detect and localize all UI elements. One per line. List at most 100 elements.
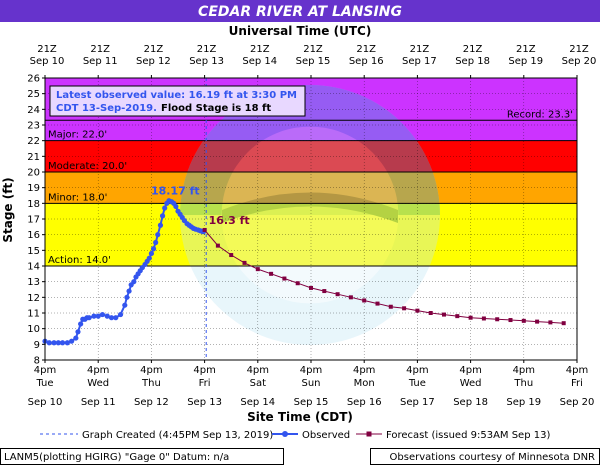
- observed-point-6: [69, 338, 75, 344]
- legend-forecast-marker: [366, 431, 372, 437]
- chart-title: CEDAR RIVER AT LANSING: [198, 4, 402, 20]
- observed-point-4: [59, 340, 66, 346]
- y-tick-label-15: 23: [27, 121, 40, 132]
- series-line-1: [204, 229, 564, 324]
- y-tick-label-0: 8: [34, 356, 40, 367]
- y-tick-label-18: 26: [27, 74, 40, 85]
- latest-value-box-bg: [49, 85, 306, 117]
- y-tick-label-3: 11: [27, 309, 40, 320]
- flood-category-label-2: Moderate: 20.0': [48, 161, 127, 172]
- bottom-tick-day-7: Tue: [408, 378, 426, 389]
- bottom-tick-day-2: Thu: [141, 378, 161, 389]
- y-tick-label-14: 22: [27, 136, 40, 147]
- observed-point-17: [104, 313, 110, 319]
- observed-point-20: [117, 311, 124, 318]
- y-tick-label-6: 14: [27, 262, 40, 273]
- observed-point-39: [162, 205, 168, 211]
- observed-point-33: [148, 250, 154, 257]
- footer-credit: Observations courtesy of Minnesota DNR: [390, 452, 596, 463]
- observed-point-15: [95, 313, 101, 319]
- bottom-tick-date-8: Sep 18: [453, 397, 488, 408]
- bottom-tick-date-7: Sep 17: [400, 397, 435, 408]
- bottom-tick-date-4: Sep 14: [240, 397, 275, 408]
- top-tick-date-0: Sep 10: [30, 56, 65, 67]
- legend-observed: Observed: [302, 430, 350, 441]
- forecast-point-18: [442, 312, 446, 317]
- observed-point-36: [155, 232, 161, 238]
- bottom-tick-time-9: 4pm: [513, 365, 535, 376]
- forecast-point-19: [455, 314, 460, 319]
- bottom-tick-time-4: 4pm: [247, 365, 269, 376]
- top-tick-time-3: 21Z: [197, 44, 217, 55]
- bottom-tick-time-10: 4pm: [566, 365, 588, 376]
- flood-stage-note: Flood Stage is 18 ft: [161, 103, 271, 114]
- observed-point-1: [46, 340, 52, 346]
- forecast-point-14: [388, 304, 393, 309]
- annotation-0: 18.17 ft: [151, 185, 200, 198]
- bottom-tick-time-0: 4pm: [34, 365, 56, 376]
- bottom-axis-label: Site Time (CDT): [247, 410, 353, 424]
- top-tick-date-3: Sep 13: [189, 56, 224, 67]
- bottom-tick-time-1: 4pm: [87, 365, 109, 376]
- bottom-axis: 4pm Tue Sep 10 4pm Wed Sep 11 4pm Thu Sep 12 4pm F…: [28, 360, 595, 408]
- observed-point-21: [122, 302, 128, 308]
- top-tick-time-0: 21Z: [37, 44, 57, 55]
- top-tick-time-4: 21Z: [250, 44, 270, 55]
- observed-point-38: [159, 213, 166, 219]
- flood-category-label-0: Action: 14.0': [48, 255, 111, 266]
- forecast-point-22: [495, 317, 500, 322]
- observed-point-13: [86, 315, 92, 321]
- top-tick-date-10: Sep 20: [562, 56, 597, 67]
- observed-point-37: [157, 222, 164, 228]
- y-tick-label-12: 20: [27, 168, 40, 179]
- bottom-tick-day-8: Wed: [460, 378, 482, 389]
- top-tick-time-6: 21Z: [356, 44, 376, 55]
- bottom-tick-time-2: 4pm: [140, 365, 162, 376]
- top-tick-date-5: Sep 15: [296, 56, 331, 67]
- bottom-tick-date-0: Sep 10: [28, 397, 63, 408]
- observed-point-9: [78, 321, 84, 327]
- bottom-tick-time-3: 4pm: [193, 365, 215, 376]
- top-tick-time-1: 21Z: [90, 44, 110, 55]
- flood-category-label-3: Major: 22.0': [48, 130, 107, 141]
- bottom-tick-date-10: Sep 20: [560, 397, 595, 408]
- bottom-tick-date-5: Sep 15: [294, 397, 329, 408]
- forecast-point-21: [481, 316, 486, 321]
- top-tick-time-9: 21Z: [516, 44, 536, 55]
- latest-value-line2: CDT 13-Sep-2019.: [56, 103, 157, 114]
- watermark-gull-icon: [222, 192, 398, 223]
- legend: Graph Created (4:45PM Sep 13, 2019) Obse…: [40, 430, 550, 441]
- y-tick-label-2: 10: [27, 324, 40, 335]
- y-tick-label-9: 17: [27, 215, 40, 226]
- latest-value-box: Latest observed value: 16.19 ft at 3:30 …: [49, 85, 306, 117]
- bottom-tick-time-6: 4pm: [353, 365, 375, 376]
- top-tick-date-9: Sep 19: [508, 56, 543, 67]
- observed-point-22: [124, 294, 130, 300]
- watermark-seal-inner-icon: [221, 126, 399, 304]
- y-tick-label-1: 9: [34, 340, 40, 351]
- top-tick-date-1: Sep 11: [83, 56, 118, 67]
- forecast-point-11: [348, 295, 353, 300]
- forecast-point-9: [322, 289, 327, 294]
- observed-point-19: [113, 315, 119, 321]
- forecast-point-2: [229, 253, 234, 258]
- observed-point-25: [131, 279, 137, 285]
- y-tick-label-13: 21: [27, 152, 40, 163]
- top-tick-time-7: 21Z: [410, 44, 430, 55]
- legend-forecast: Forecast (issued 9:53AM Sep 13): [386, 430, 550, 441]
- y-tick-label-11: 19: [27, 183, 40, 194]
- watermark-seal-outer-icon: [180, 85, 440, 345]
- observed-point-32: [146, 255, 152, 261]
- y-axis: 8 9 10 11 12 13 14 15 16 17 18 19 20 21 22 23 24 25 26: [27, 74, 45, 367]
- y-tick-label-10: 18: [27, 199, 40, 210]
- y-tick-label-8: 16: [27, 230, 40, 241]
- y-axis-label: Stage (ft): [1, 177, 15, 242]
- observed-point-44: [173, 203, 179, 210]
- legend-observed-marker: [282, 431, 288, 437]
- forecast-point-4: [255, 267, 260, 272]
- observed-point-35: [153, 239, 159, 246]
- bottom-tick-time-8: 4pm: [459, 365, 481, 376]
- latest-value-line1: Latest observed value: 16.19 ft at 3:30 …: [56, 90, 297, 101]
- top-tick-time-10: 21Z: [569, 44, 589, 55]
